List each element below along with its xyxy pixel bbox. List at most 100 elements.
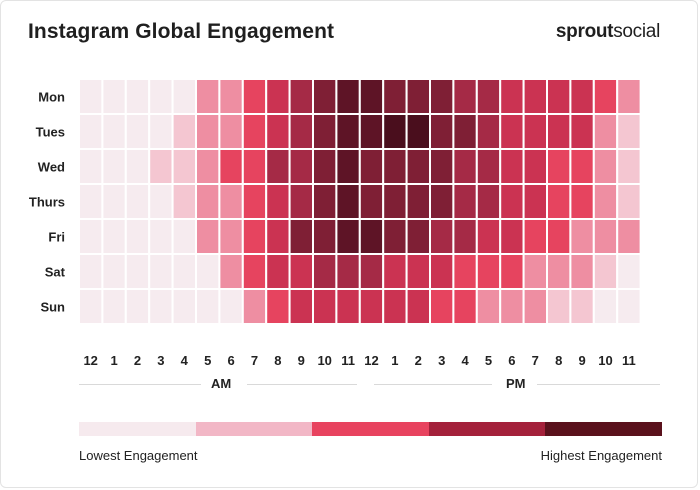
heatmap-cell [546,148,572,185]
heatmap-cell [78,183,104,220]
column-label: 5 [485,353,492,368]
heatmap-cell [475,113,502,150]
heatmap-cell [616,148,642,185]
column-label: 6 [508,353,515,368]
heatmap-cell [265,148,291,185]
heatmap-cell [592,218,619,255]
heatmap-cell [148,253,174,290]
heatmap-cell [382,288,408,325]
heatmap-cell [475,253,502,290]
heatmap-cell [569,148,595,185]
heatmap-cell [452,253,478,290]
heatmap-cell [241,148,268,185]
column-label: 2 [134,353,141,368]
am-divider-left [79,384,201,385]
heatmap-cell [452,218,478,255]
heatmap-cell [148,113,174,150]
heatmap-cell [171,78,198,115]
heatmap-cell [569,113,595,150]
heatmap-cell [148,78,174,115]
heatmap-cell [124,183,151,220]
heatmap-cell [429,288,455,325]
heatmap-cell [218,78,244,115]
heatmap-cell [312,218,338,255]
heatmap-cell [241,288,268,325]
column-label: 10 [317,353,331,368]
heatmap-cell [522,218,548,255]
column-label: 8 [555,353,562,368]
heatmap-cell [195,148,221,185]
heatmap-cell [101,253,127,290]
heatmap-cell [382,183,408,220]
heatmap-cell [171,113,198,150]
heatmap-cell [171,288,198,325]
heatmap-cell [312,113,338,150]
column-label: 4 [461,353,469,368]
heatmap-cell [241,218,268,255]
heatmap-cell [195,183,221,220]
heatmap-cell [358,113,385,150]
legend-high-label: Highest Engagement [540,448,662,463]
legend-swatch-2 [195,422,313,436]
heatmap-cell [522,288,548,325]
heatmap-cell [195,288,221,325]
heatmap-cell [335,288,361,325]
heatmap-cell [592,78,619,115]
heatmap-cell [101,288,127,325]
column-label: 7 [251,353,258,368]
column-label: 3 [438,353,445,368]
heatmap-cell [218,253,244,290]
heatmap-cell [546,78,572,115]
heatmap-cell [78,148,104,185]
heatmap-cell [171,218,198,255]
heatmap-cell [288,113,315,150]
heatmap-cell [592,253,619,290]
column-label: 7 [532,353,539,368]
heatmap-cell [569,78,595,115]
heatmap-cell [171,183,198,220]
heatmap-cell [101,148,127,185]
heatmap-cell [382,253,408,290]
heatmap-cell [195,78,221,115]
heatmap-cell [358,78,385,115]
heatmap-cell [124,218,151,255]
legend-swatch-4 [428,422,546,436]
heatmap-cell [195,113,221,150]
heatmap-cell [78,253,104,290]
column-label: 9 [298,353,305,368]
heatmap-cell [546,288,572,325]
heatmap-cell [569,218,595,255]
heatmap-cell [241,78,268,115]
heatmap-cell [616,78,642,115]
heatmap-cell [265,78,291,115]
heatmap-cell [241,113,268,150]
heatmap-cell [405,148,432,185]
heatmap-cell [218,288,244,325]
heatmap-cell [218,183,244,220]
heatmap-cell [241,253,268,290]
heatmap-cell [429,218,455,255]
column-label: 8 [274,353,281,368]
heatmap-cell [101,78,127,115]
heatmap-cell [335,253,361,290]
heatmap-cell [218,218,244,255]
heatmap-cell [101,183,127,220]
heatmap-cell [288,183,315,220]
heatmap-cell [429,113,455,150]
heatmap-cell [124,78,151,115]
heatmap-cell [452,183,478,220]
heatmap-cell [265,113,291,150]
heatmap-cell [358,253,385,290]
heatmap-cell [312,288,338,325]
heatmap-cell [382,218,408,255]
column-label: 6 [227,353,234,368]
heatmap-cell [241,183,268,220]
column-label: 5 [204,353,211,368]
heatmap-cell [265,288,291,325]
column-label: 1 [391,353,398,368]
heatmap-cell [475,183,502,220]
pm-divider-right [537,384,660,385]
heatmap-cell [78,218,104,255]
column-label: 12 [83,353,97,368]
